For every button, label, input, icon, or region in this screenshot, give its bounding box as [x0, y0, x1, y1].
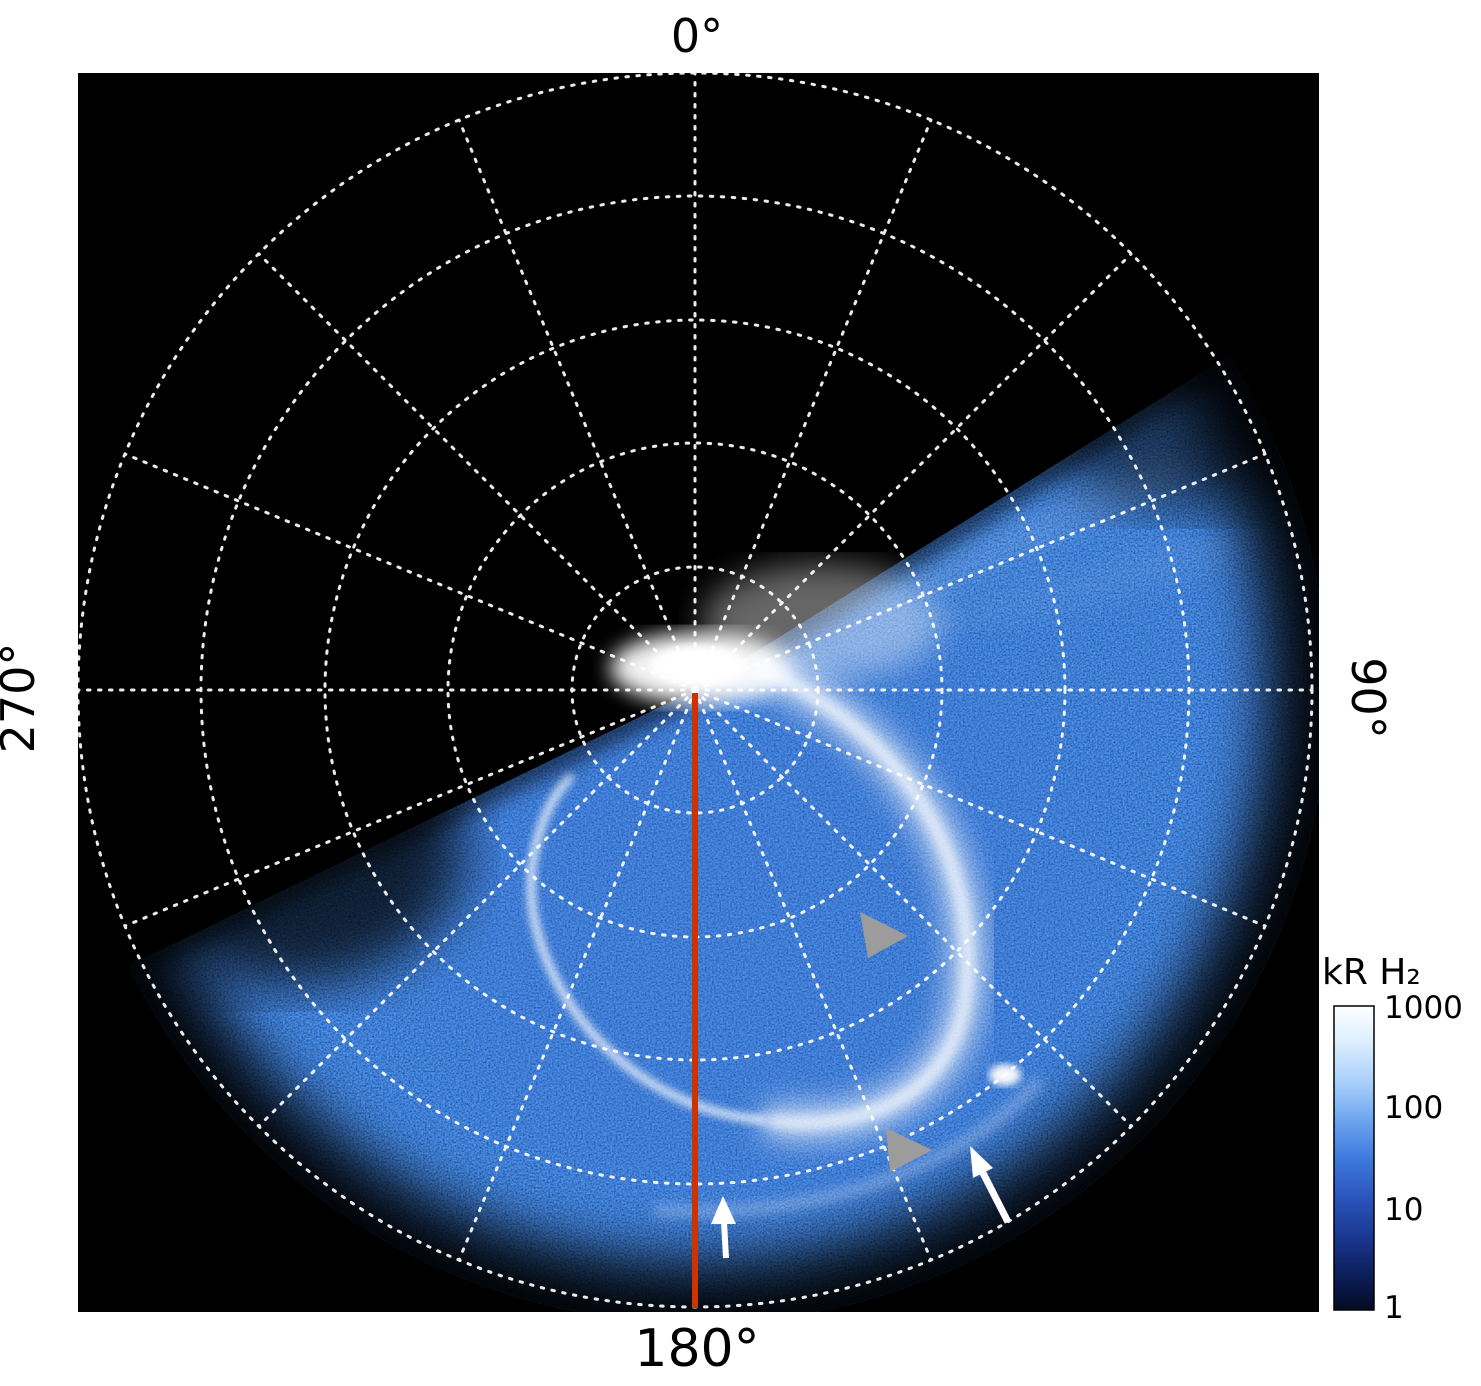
- grid-spoke: [257, 252, 697, 692]
- colorbar: kR H₂ 1000 100 10 1: [1322, 952, 1463, 1326]
- colorbar-gradient: [1333, 1005, 1375, 1311]
- aurora-thin-arc: [526, 771, 766, 1125]
- colorbar-tick-10: 10: [1384, 1192, 1423, 1228]
- colorbar-tick-100: 100: [1384, 1090, 1443, 1126]
- grid-spoke: [457, 688, 697, 1262]
- grid-ring: [323, 318, 1067, 1062]
- grid-spoke: [457, 118, 697, 692]
- angle-label-left: 270°: [0, 643, 45, 754]
- white-arrow-bottom-stem: [721, 1221, 729, 1259]
- white-arrow-bottom-head: [711, 1196, 736, 1224]
- grid-spoke: [693, 688, 933, 1262]
- grid-spoke: [693, 118, 933, 692]
- aurora-streak: [933, 535, 1239, 635]
- colorbar-title: kR H₂: [1322, 952, 1421, 993]
- white-arrow-right-head: [970, 1146, 993, 1178]
- grid-spoke: [123, 452, 697, 692]
- gray-arrowhead-upper: [860, 912, 908, 958]
- white-arrow-bottom: [711, 1196, 736, 1259]
- grid-spoke: [257, 688, 697, 1128]
- white-arrow-right: [970, 1146, 1012, 1224]
- grid-spoke: [123, 688, 697, 928]
- grid-spoke: [693, 688, 1267, 928]
- grid-spoke: [693, 452, 1267, 692]
- aurora-pole-blob-core: [650, 646, 746, 686]
- angle-label-top: 0°: [671, 9, 723, 63]
- aurora-main-arc-core: [703, 642, 973, 1129]
- aurora-pole-fan: [702, 564, 942, 680]
- colorbar-tick-1: 1: [1384, 1290, 1404, 1326]
- angle-label-bottom: 180°: [634, 1319, 759, 1379]
- polar-grid: [78, 73, 1314, 1309]
- grid-spoke: [693, 252, 1133, 692]
- gray-arrowhead-lower: [886, 1128, 932, 1172]
- angle-label-right: 90°: [1341, 657, 1395, 739]
- aurora-edge-feather: [129, 356, 1319, 1312]
- white-arrow-right-stem: [979, 1171, 1012, 1224]
- colorbar-tick-1000: 1000: [1384, 990, 1463, 1026]
- grid-spoke: [693, 688, 1133, 1128]
